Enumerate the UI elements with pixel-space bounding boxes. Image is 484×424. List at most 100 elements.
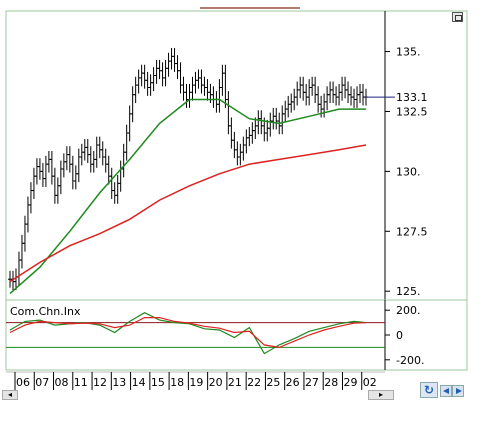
ohlc-bar	[328, 81, 333, 104]
nav-left-button[interactable]	[440, 385, 452, 397]
price-tick-label: 127.5	[396, 225, 428, 238]
ohlc-bar	[256, 110, 261, 135]
nav-right-button[interactable]	[452, 385, 464, 397]
ohlc-bar	[157, 59, 162, 80]
indicator-panel-border	[5, 299, 468, 371]
ohlc-bar	[337, 83, 342, 106]
ohlc-bar	[109, 167, 114, 199]
price-tick-label: 132.5	[396, 105, 428, 118]
ohlc-bar	[274, 107, 279, 130]
ohlc-bar	[16, 251, 21, 286]
ohlc-bar	[334, 86, 339, 106]
ohlc-bar	[226, 91, 231, 135]
ohlc-bar	[283, 100, 288, 123]
ohlc-bar	[172, 47, 177, 72]
maximize-button[interactable]	[452, 12, 463, 22]
ohlc-bar	[244, 129, 249, 154]
ohlc-bar	[55, 177, 60, 204]
ohlc-bar	[67, 146, 72, 173]
ohlc-bar	[325, 86, 330, 111]
ohlc-bar	[148, 74, 153, 96]
ohlc-bar	[310, 76, 315, 96]
price-series: 133.1	[8, 47, 428, 295]
ohlc-bar	[124, 124, 129, 161]
date-tick-label: 28	[324, 376, 338, 389]
date-tick-label: 11	[74, 376, 88, 389]
price-tick-label: 125.	[396, 285, 421, 298]
price-panel[interactable]: 125. 127.5 130. 132.5 135. 133.1	[5, 10, 468, 301]
refresh-button[interactable]: ↻	[420, 382, 438, 398]
ohlc-bar	[31, 167, 36, 199]
ohlc-bar	[112, 182, 117, 204]
ohlc-bar	[253, 117, 258, 140]
ohlc-bar	[34, 158, 39, 185]
ohlc-bar	[154, 59, 159, 84]
ohlc-bar	[103, 148, 108, 173]
ohlc-bar	[79, 143, 84, 166]
ohlc-bar	[100, 141, 105, 166]
date-tick-label: 15	[151, 376, 165, 389]
ohlc-bar	[139, 64, 144, 87]
ohlc-bar	[322, 93, 327, 118]
ohlc-bar	[352, 88, 357, 108]
ohlc-bar	[73, 165, 78, 190]
ohlc-bar	[301, 76, 306, 101]
ohlc-bar	[175, 55, 180, 80]
date-tick-label: 08	[55, 376, 69, 389]
date-tick-label: 22	[247, 376, 261, 389]
ohlc-bar	[97, 136, 102, 159]
ohlc-bar	[181, 76, 186, 101]
ohlc-bar	[307, 79, 312, 106]
ohlc-bar	[265, 119, 270, 142]
date-tick-label: 12	[93, 376, 107, 389]
ohlc-bar	[238, 143, 243, 166]
date-tick-label: 20	[209, 376, 223, 389]
ohlc-bar	[46, 151, 51, 173]
ohlc-bar	[358, 83, 363, 104]
ohlc-bar	[190, 76, 195, 101]
price-tick-label: 135.	[396, 46, 421, 59]
ohlc-bar	[43, 155, 48, 187]
line-moving-average-slow	[9, 144, 367, 283]
date-tick-label: 26	[286, 376, 300, 389]
ohlc-bar	[340, 76, 345, 101]
ohlc-bar	[37, 158, 42, 180]
ohlc-bar	[346, 81, 351, 104]
ohlc-bar	[130, 86, 135, 123]
ohlc-bar	[40, 162, 45, 187]
ohlc-bar	[94, 136, 99, 168]
date-tick-label: 06	[16, 376, 30, 389]
ohlc-bar	[199, 69, 204, 94]
ohlc-bar	[220, 64, 225, 96]
indicator-panel[interactable]: Com.Chn.Inx 200. 0 -200.	[5, 299, 468, 371]
indicator-axis-ticks: 200. 0 -200.	[385, 304, 424, 367]
date-tick-label: 19	[189, 376, 203, 389]
ohlc-bar	[85, 139, 90, 163]
ohlc-bar	[250, 122, 255, 144]
scroll-left-button[interactable]: ◂	[2, 390, 18, 400]
ohlc-bar	[205, 79, 210, 101]
ohlc-bar	[187, 83, 192, 108]
date-tick-label: 29	[343, 376, 357, 389]
ohlc-bar	[247, 127, 252, 147]
price-tick-label: 130.	[396, 165, 421, 178]
ohlc-bar	[331, 81, 336, 104]
indicator-title: Com.Chn.Inx	[10, 305, 81, 318]
ohlc-bar	[316, 86, 321, 113]
ohlc-bar	[163, 59, 168, 87]
ohlc-bar	[136, 69, 141, 94]
ohlc-bar	[271, 107, 276, 130]
ohlc-bar	[58, 160, 63, 195]
ohlc-bar	[268, 112, 273, 137]
ohlc-bar	[151, 67, 156, 92]
ohlc-bar	[91, 151, 96, 173]
date-tick-label: 27	[305, 376, 319, 389]
ohlc-bar	[343, 76, 348, 99]
ohlc-bar	[61, 153, 66, 178]
scroll-right-button[interactable]: ▸	[368, 390, 394, 400]
ohlc-bar	[70, 155, 75, 190]
ohlc-bar	[133, 76, 138, 104]
ohlc-bar	[82, 139, 87, 161]
ohlc-bar	[127, 105, 132, 142]
ohlc-bar	[76, 148, 81, 183]
